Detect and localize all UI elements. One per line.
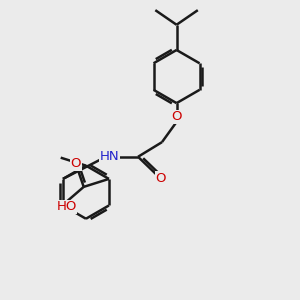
Text: O: O [155, 172, 166, 185]
Text: HN: HN [100, 150, 120, 163]
Text: O: O [171, 110, 182, 123]
Text: HO: HO [56, 200, 76, 213]
Text: O: O [70, 157, 81, 170]
